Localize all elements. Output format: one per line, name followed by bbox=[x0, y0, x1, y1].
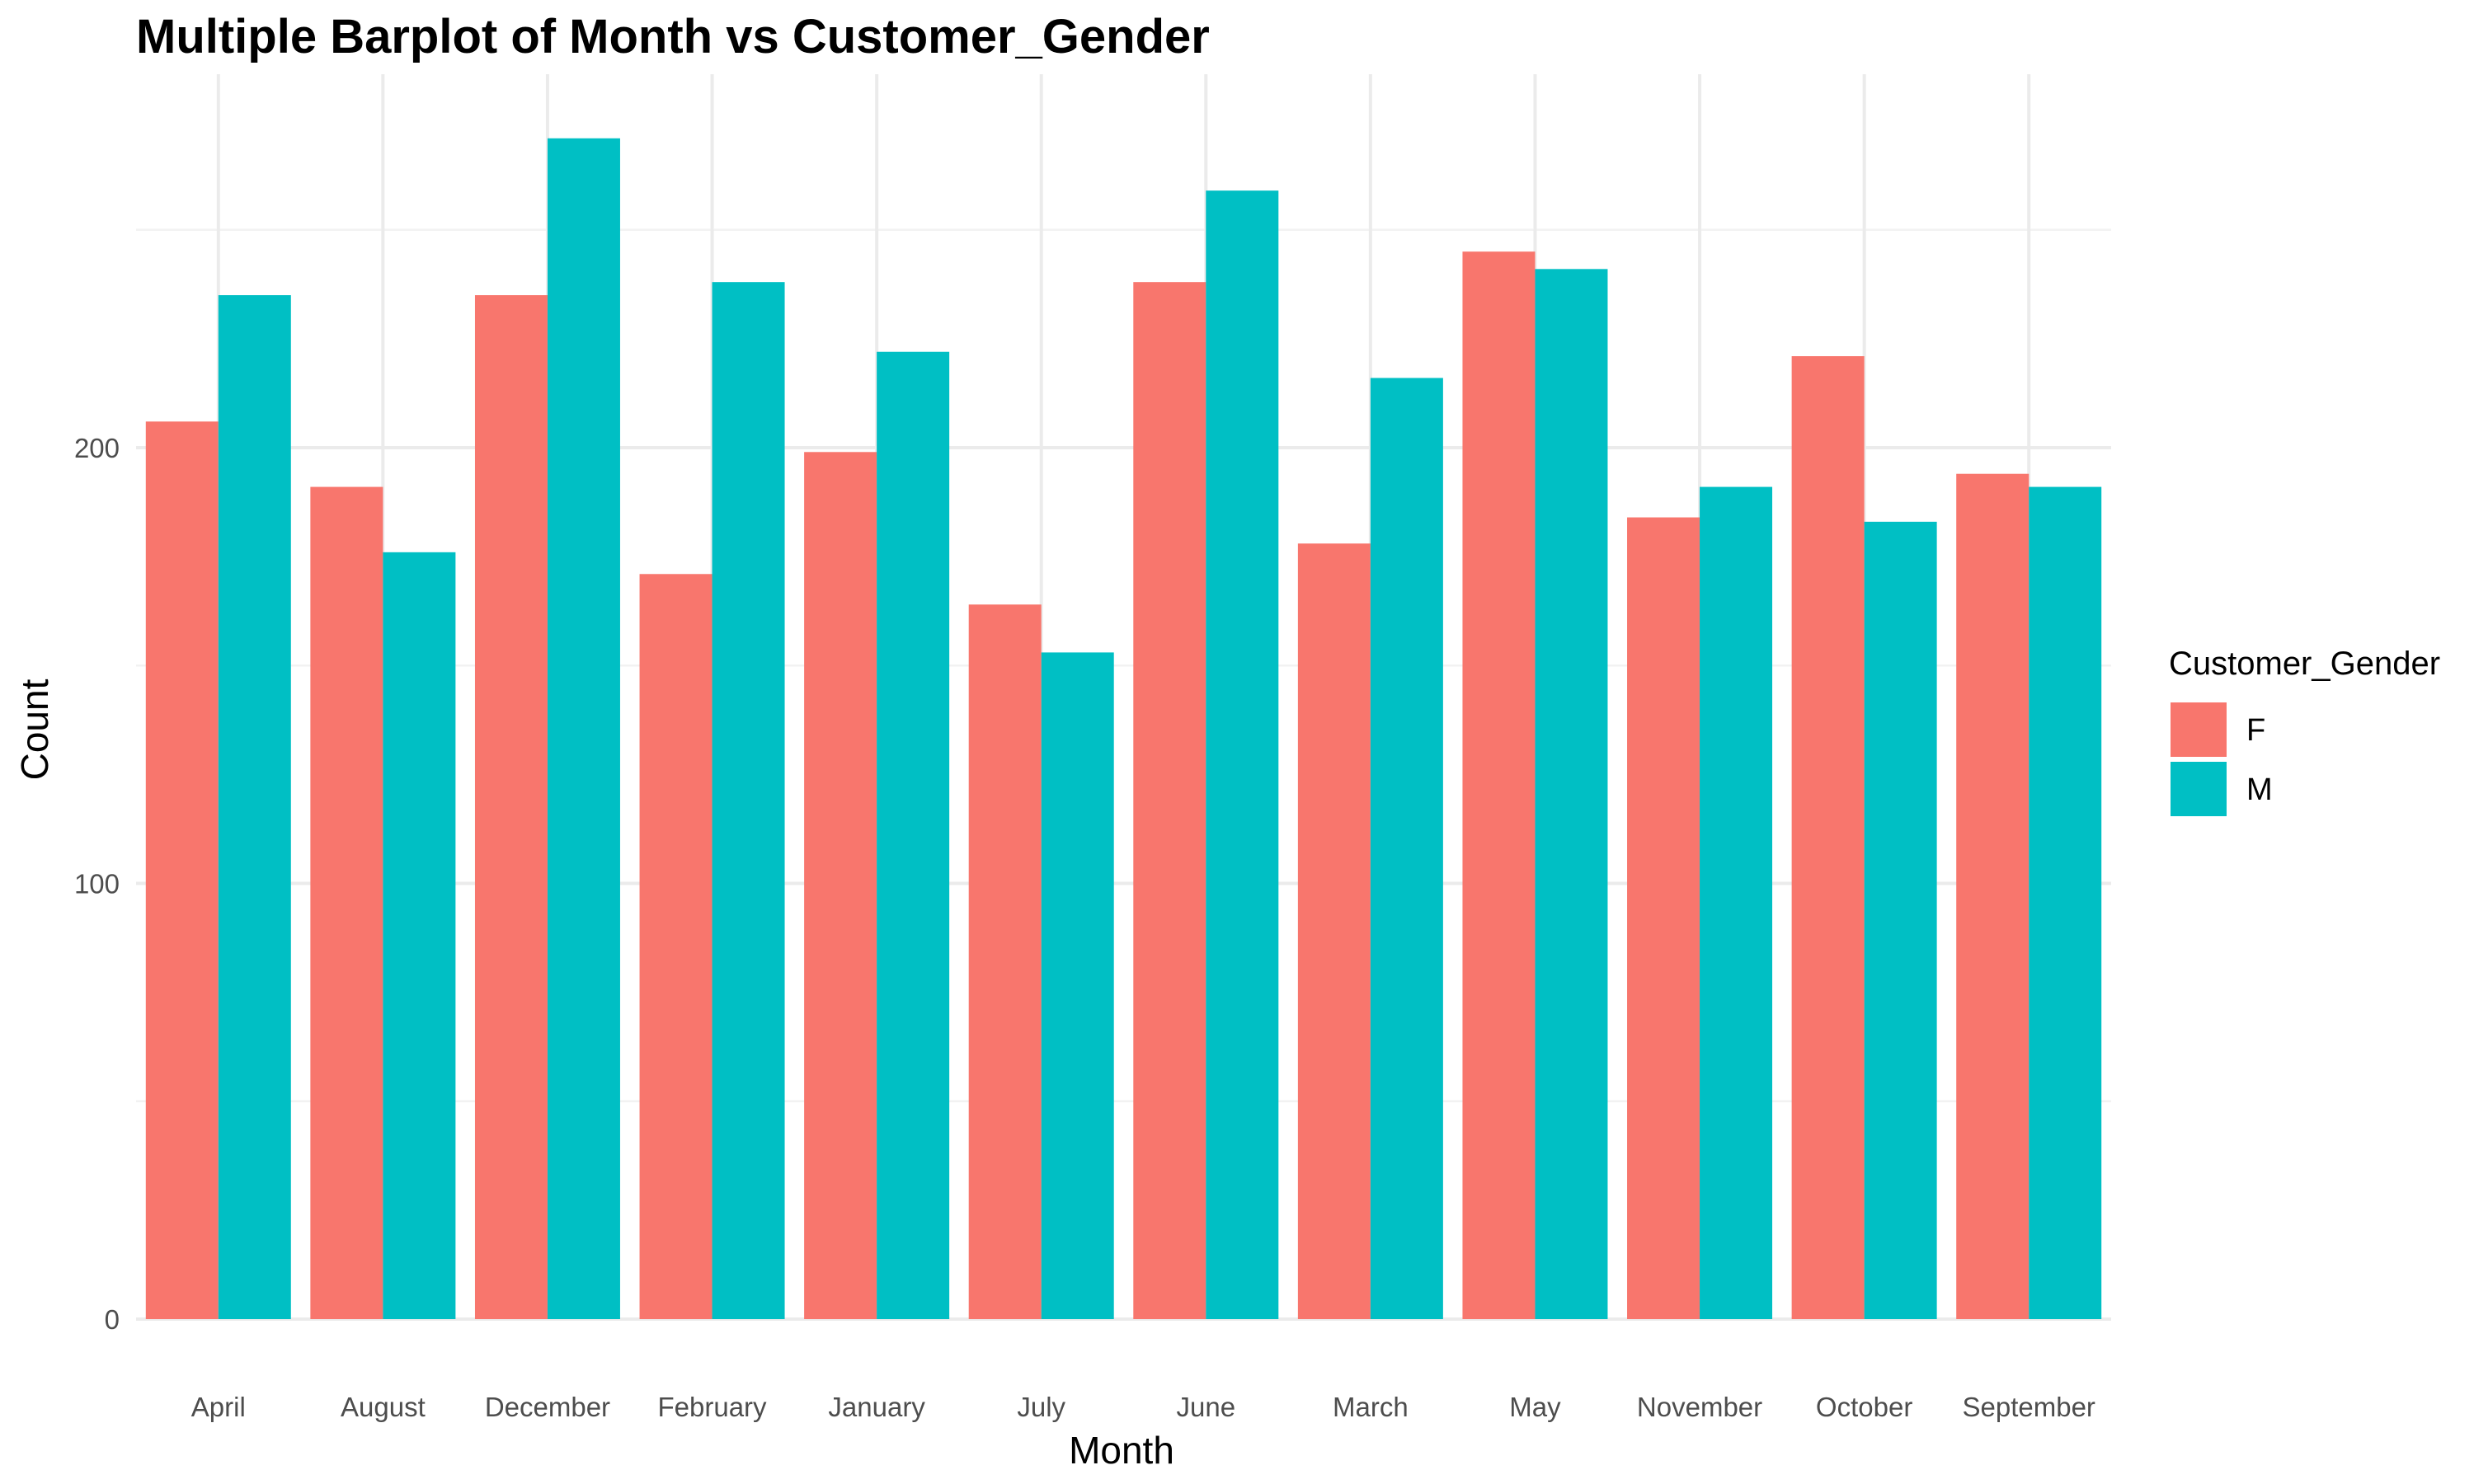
y-tick-label: 100 bbox=[74, 869, 120, 899]
bar-september-f bbox=[1956, 473, 2030, 1320]
bar-march-m bbox=[1370, 378, 1443, 1320]
bar-june-m bbox=[1206, 190, 1279, 1319]
legend-title: Customer_Gender bbox=[2169, 646, 2440, 682]
x-tick-label: July bbox=[1017, 1392, 1065, 1422]
bar-may-f bbox=[1462, 251, 1536, 1319]
x-tick-label: May bbox=[1509, 1392, 1561, 1422]
x-tick-label: February bbox=[658, 1392, 768, 1422]
bar-april-m bbox=[218, 295, 291, 1319]
bar-may-m bbox=[1535, 269, 1608, 1320]
x-tick-label: October bbox=[1816, 1392, 1912, 1422]
bar-december-m bbox=[547, 138, 620, 1319]
x-tick-label: November bbox=[1637, 1392, 1762, 1422]
bar-july-f bbox=[968, 604, 1042, 1319]
bar-march-f bbox=[1297, 543, 1371, 1319]
bar-november-f bbox=[1627, 517, 1700, 1319]
y-axis-ticks: 0 100 200 bbox=[74, 433, 120, 1335]
legend-key-f bbox=[2171, 702, 2227, 757]
bar-october-m bbox=[1864, 521, 1937, 1319]
bar-august-f bbox=[310, 486, 383, 1319]
chart-title: Multiple Barplot of Month vs Customer_Ge… bbox=[136, 10, 1210, 63]
bar-august-m bbox=[383, 552, 456, 1319]
bar-january-m bbox=[877, 351, 950, 1320]
legend: Customer_Gender FM bbox=[2169, 646, 2440, 816]
legend-key-m bbox=[2171, 762, 2227, 816]
x-axis-title: Month bbox=[1069, 1429, 1174, 1472]
x-tick-label: August bbox=[341, 1392, 426, 1422]
bar-november-m bbox=[1700, 486, 1773, 1319]
bar-july-m bbox=[1041, 652, 1114, 1319]
bar-april-f bbox=[145, 421, 219, 1319]
bar-october-f bbox=[1791, 356, 1865, 1319]
y-axis-title: Count bbox=[13, 679, 56, 780]
bar-january-f bbox=[804, 452, 877, 1320]
x-tick-label: December bbox=[485, 1392, 610, 1422]
bar-june-f bbox=[1133, 282, 1206, 1319]
x-tick-label: January bbox=[828, 1392, 925, 1422]
bar-december-f bbox=[474, 295, 548, 1319]
legend-label-m: M bbox=[2246, 773, 2273, 807]
y-tick-label: 0 bbox=[105, 1304, 120, 1335]
bar-september-m bbox=[2029, 486, 2102, 1319]
bars bbox=[145, 138, 2102, 1320]
legend-label-f: F bbox=[2246, 713, 2265, 748]
bar-february-m bbox=[712, 282, 785, 1319]
x-tick-label: June bbox=[1177, 1392, 1236, 1422]
x-tick-label: September bbox=[1962, 1392, 2095, 1422]
y-tick-label: 200 bbox=[74, 433, 120, 463]
x-tick-label: April bbox=[191, 1392, 246, 1422]
x-axis-ticks: April August December February January July Ju… bbox=[191, 1392, 2095, 1422]
x-tick-label: March bbox=[1333, 1392, 1409, 1422]
bar-february-f bbox=[639, 574, 713, 1319]
